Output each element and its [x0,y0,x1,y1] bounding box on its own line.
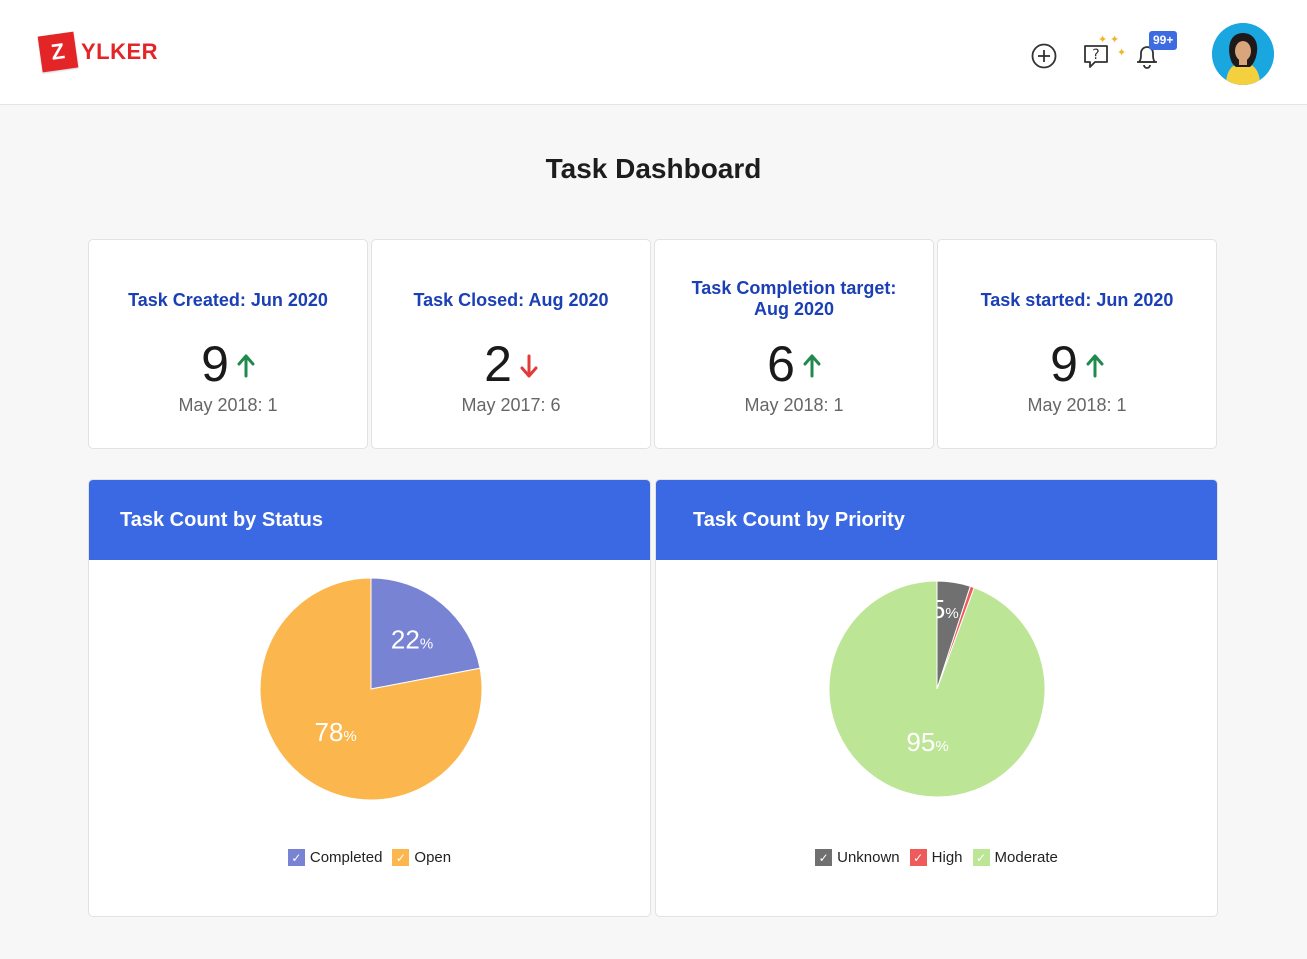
notification-badge: 99+ [1149,31,1178,50]
add-icon[interactable] [1028,40,1060,72]
kpi-value: 2 [484,336,512,392]
sparkle-icon: ✦ [1098,34,1108,46]
legend-item-moderate[interactable]: ✓ Moderate [972,849,1058,866]
legend-item-completed[interactable]: ✓ Completed [287,849,383,866]
trend-up-icon [237,354,255,378]
sparkle-icon: ✦ [1110,34,1120,46]
legend-label: Open [414,849,452,866]
kpi-card-task-started[interactable]: Task started: Jun 2020 9 May 2018: 1 [937,239,1217,449]
pie-label-completed: 22% [391,624,433,654]
checkbox-icon: ✓ [815,849,833,866]
legend-label: High [931,849,963,866]
trend-down-icon [520,354,538,378]
legend-item-open[interactable]: ✓ Open [392,849,451,866]
kpi-title: Task started: Jun 2020 [980,290,1174,310]
kpi-title: Task Closed: Aug 2020 [413,290,609,310]
pie-label-open: 78% [314,717,356,747]
logo-text: YLKER [81,39,159,64]
kpi-compare: May 2018: 1 [178,395,278,415]
logo-letter: Z [37,31,79,73]
chart-card-priority: Task Count by Priority 5% 95% ✓ Unknown ✓ Hi… [655,479,1218,917]
kpi-value: 9 [1050,336,1078,392]
kpi-card-task-created[interactable]: Task Created: Jun 2020 9 May 2018: 1 [88,239,368,449]
legend-item-unknown[interactable]: ✓ Unknown [815,849,900,866]
kpi-card-task-completion-target[interactable]: Task Completion target: Aug 2020 6 May 2… [654,239,934,449]
kpi-value: 9 [201,336,229,392]
chart-title: Task Count by Status [89,480,650,560]
svg-text:?: ? [1092,47,1099,63]
status-pie-chart: 22% 78% [259,577,483,801]
pie-slice-open[interactable] [259,577,483,801]
checkbox-icon: ✓ [972,849,990,866]
priority-legend: ✓ Unknown ✓ High ✓ Moderate [656,849,1217,866]
sparkle-icon: ✦ [1117,47,1127,59]
bell-icon[interactable] [1131,40,1163,72]
status-legend: ✓ Completed ✓ Open [89,849,650,866]
trend-up-icon [1086,354,1104,378]
checkbox-icon: ✓ [287,849,305,866]
chart-card-status: Task Count by Status 22% 78% ✓ Completed ✓ O… [88,479,651,917]
checkbox-icon: ✓ [909,849,927,866]
kpi-compare: May 2018: 1 [744,395,844,415]
checkbox-icon: ✓ [392,849,410,866]
legend-label: Unknown [837,849,900,866]
top-bar: Z YLKER ? ✦ ✦ ✦ 99+ [0,0,1307,105]
legend-label: Moderate [994,849,1058,866]
chart-title: Task Count by Priority [656,480,1217,560]
trend-up-icon [803,354,821,378]
help-icon[interactable]: ? [1080,40,1112,72]
kpi-compare: May 2017: 6 [461,395,561,415]
priority-pie-chart: 5%95% [828,580,1046,798]
pie-slice-completed[interactable] [370,577,481,690]
kpi-value: 6 [767,336,795,392]
legend-item-high[interactable]: ✓ High [909,849,963,866]
kpi-card-task-closed[interactable]: Task Closed: Aug 2020 2 May 2017: 6 [371,239,651,449]
pie-slice-moderate[interactable] [828,580,1046,798]
kpi-title: Task Completion target: Aug 2020 [691,278,897,319]
kpi-title: Task Created: Jun 2020 [128,290,328,310]
zylker-logo[interactable]: Z YLKER [37,31,159,73]
pie-label-moderate: 95% [906,727,948,757]
page-title: Task Dashboard [545,153,762,184]
kpi-compare: May 2018: 1 [1027,395,1127,415]
legend-label: Completed [309,849,383,866]
avatar[interactable] [1212,23,1274,85]
